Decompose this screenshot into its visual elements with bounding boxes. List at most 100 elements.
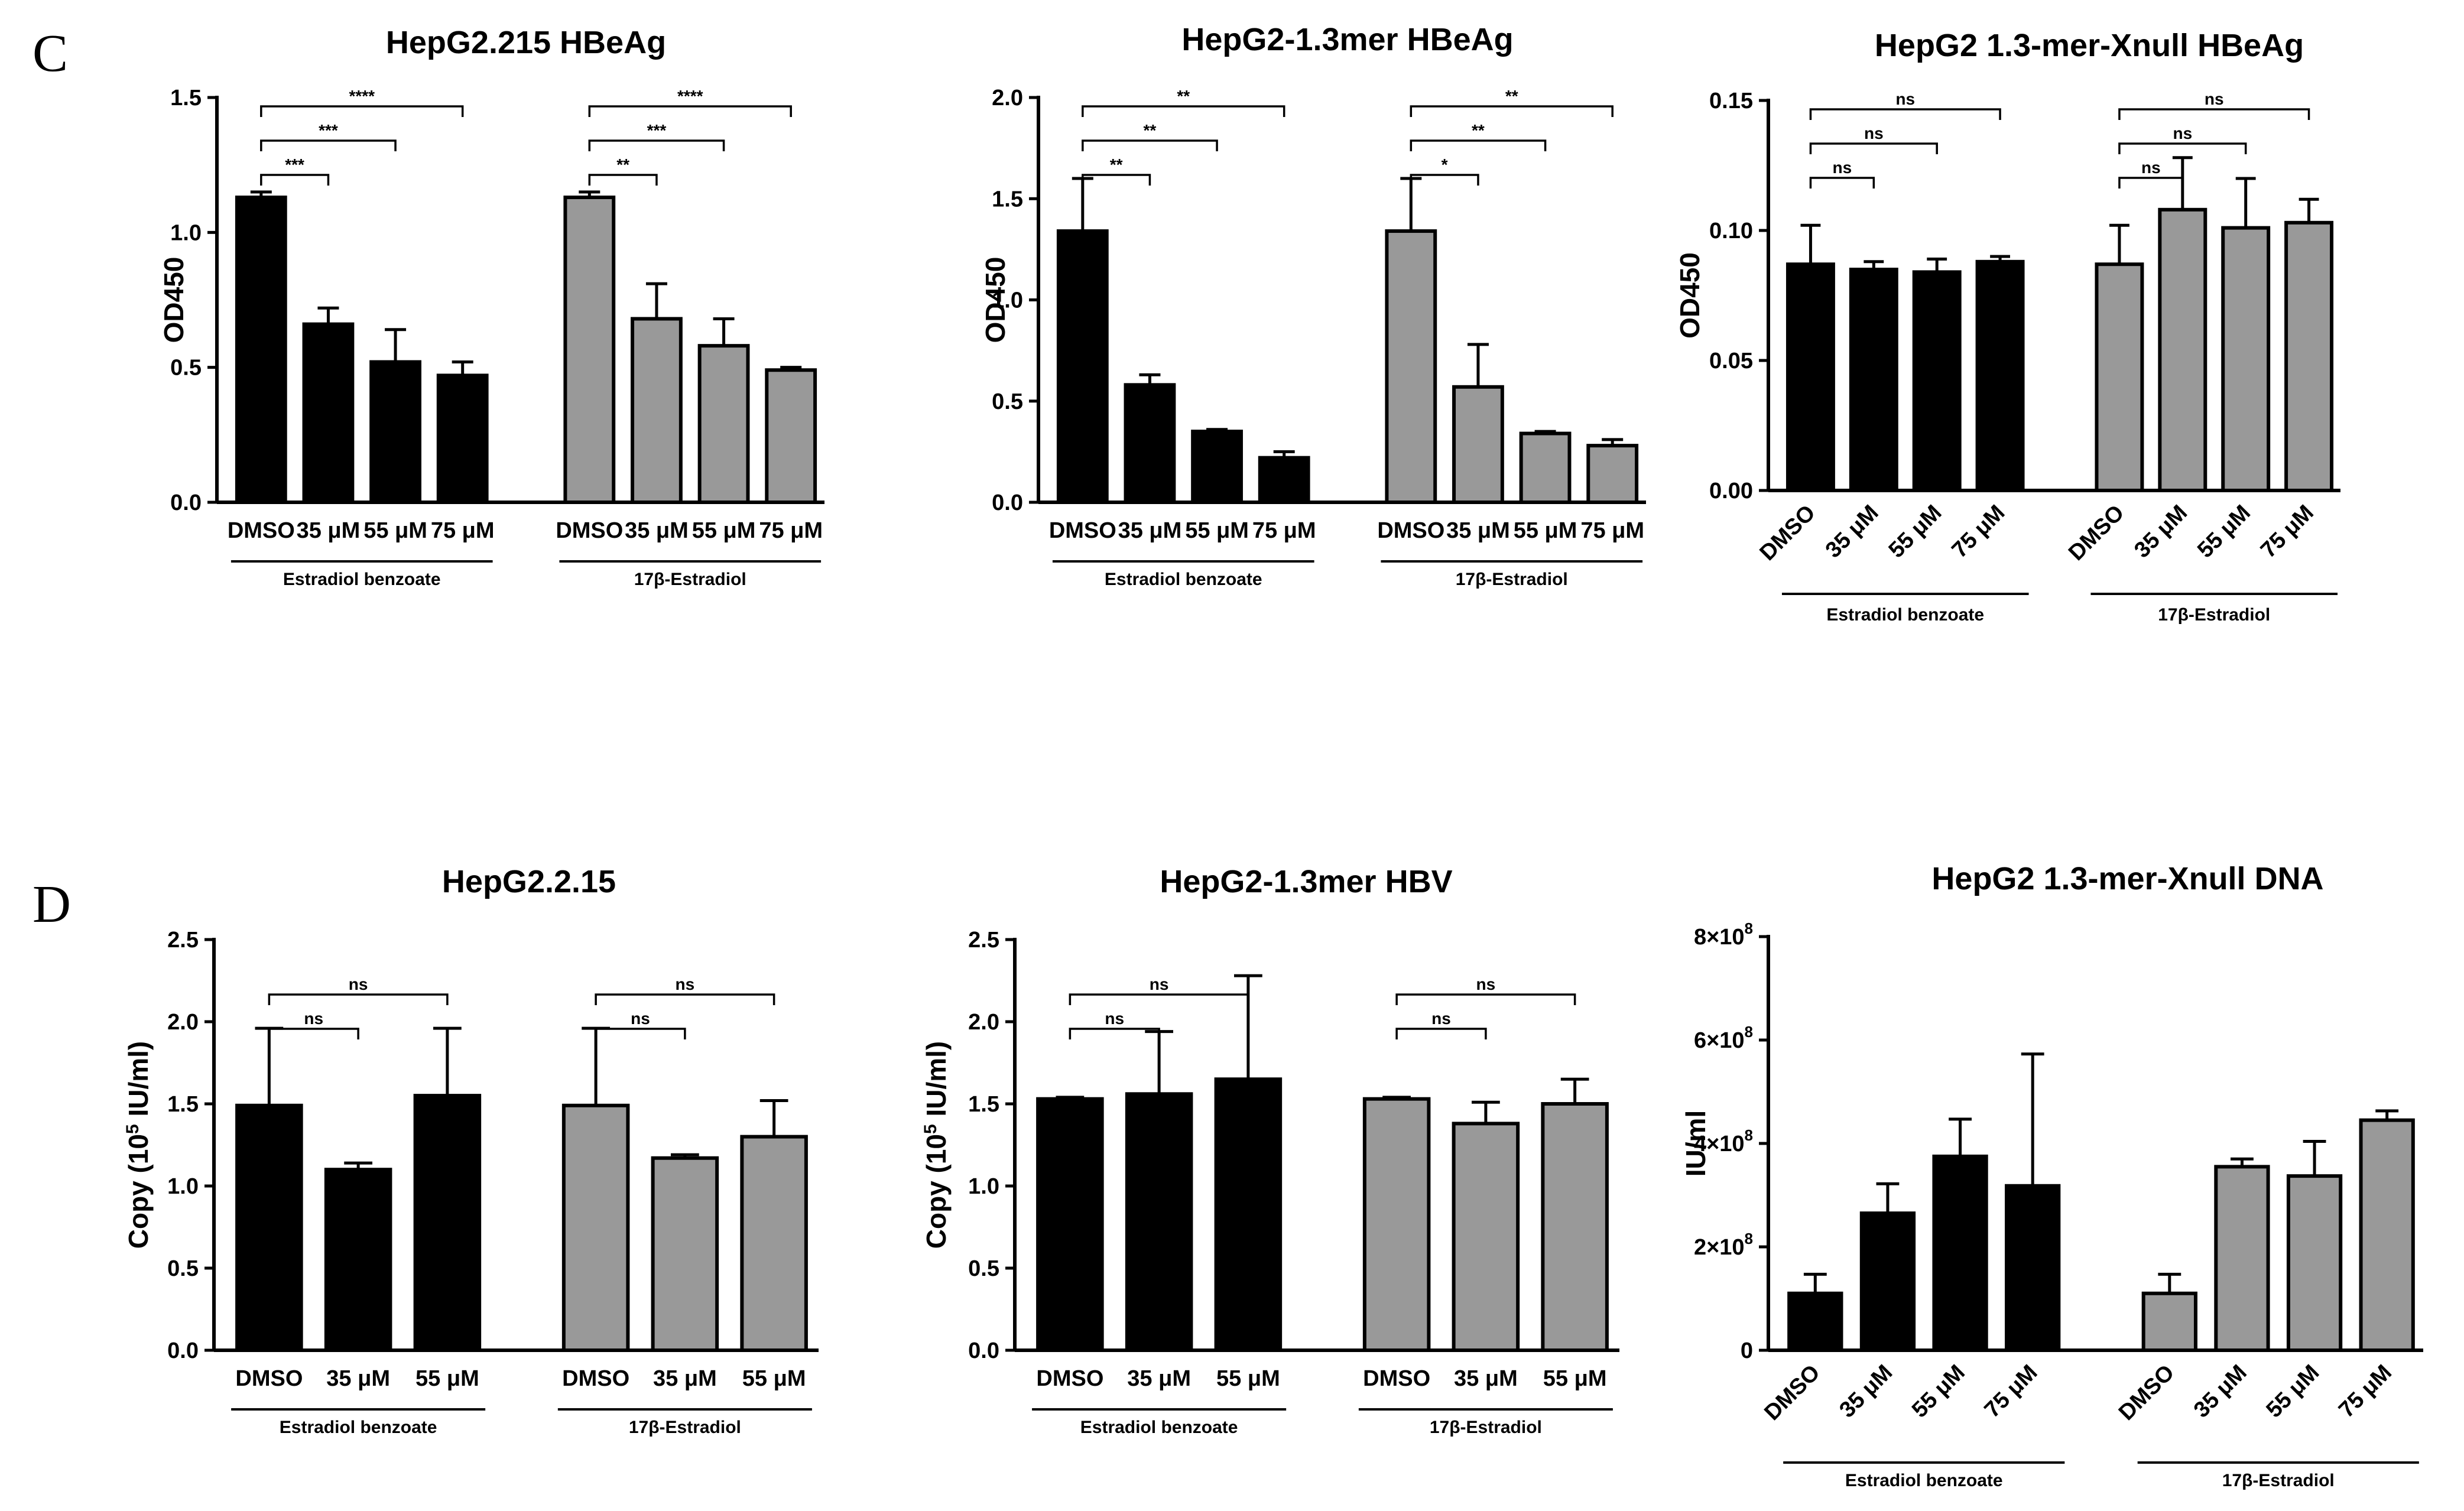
bar [1125,1092,1193,1352]
bar [697,344,750,505]
category-label: 75 μM [1947,501,2010,563]
chart-5: HepG2-1.3mer HBV Copy (105 IU/ml) 0.0 0.5 1.… [921,864,1619,1437]
significance-bracket [260,139,397,151]
bar [765,368,817,504]
significance-bracket [1410,139,1547,151]
bar [413,1094,482,1352]
category-label: 75 μM [431,518,495,543]
significance-label: ns [1150,975,1169,993]
category-label: 75 μM [1980,1360,2043,1423]
bar [1258,456,1310,505]
y-tick-label: 0.10 [1709,219,1753,243]
y-axis-label: OD450 [1674,252,1705,339]
y-tick-label: 2.0 [968,1010,999,1035]
significance-bracket [1809,177,1875,189]
category-label: DMSO [1759,1360,1825,1425]
significance-label: ns [1864,124,1884,142]
category-label: 55 μM [1907,1360,1970,1423]
significance-label: ns [2205,90,2224,108]
significance-bracket [1082,105,1285,117]
category-label: 55 μM [1514,518,1577,543]
category-label: 35 μM [653,1366,717,1391]
group-label: 17β-Estradiol [1430,1418,1542,1437]
y-tick-label: 2.5 [968,928,999,953]
significance-bracket [595,993,775,1005]
y-tick-label-sup: 8 [1745,1126,1753,1144]
category-label: 35 μM [1821,501,1884,563]
y-tick-label: 1.5 [170,86,202,111]
category-label: 75 μM [1580,518,1644,543]
bar [2284,220,2334,492]
y-tick-label: 0.0 [968,1338,999,1363]
significance-label: ns [631,1009,650,1028]
group-label: Estradiol benzoate [1845,1471,2003,1490]
significance-label: **** [677,87,703,105]
y-tick-label: 0.05 [1709,349,1753,373]
bar [1214,1077,1283,1353]
significance-bracket [1082,139,1218,151]
bar [740,1135,808,1352]
significance-label: **** [349,87,375,105]
bar [2141,1291,2197,1352]
category-label: 35 μM [1454,1366,1518,1391]
category-label: DMSO [1036,1366,1103,1391]
significance-bracket [588,139,725,151]
category-label: DMSO [2064,501,2129,566]
significance-bracket [1395,1028,1487,1039]
significance-label: ns [676,975,695,993]
bar [2005,1184,2061,1352]
bar [1452,385,1504,505]
y-axis-label: OD450 [158,257,189,343]
group-label: Estradiol benzoate [280,1418,437,1437]
bar [1912,270,1962,492]
category-label: 35 μM [1118,518,1182,543]
significance-label: ns [2173,124,2192,142]
y-axis-label-suffix: IU/ml) [921,1041,952,1125]
category-label: 75 μM [2256,501,2319,563]
category-label: 55 μM [2262,1360,2325,1423]
y-tick-label: 2×108 [1694,1230,1753,1260]
bar [1191,430,1243,504]
significance-bracket [1809,108,2001,120]
category-label: 35 μM [625,518,689,543]
category-label: DMSO [1363,1366,1430,1391]
category-label: 55 μM [363,518,427,543]
y-axis-label: IU/ml [1680,1110,1711,1177]
bar [1124,383,1176,504]
significance-bracket [268,993,449,1005]
significance-label: ** [1505,87,1518,105]
category-label: 35 μM [1127,1366,1191,1391]
significance-bracket [1809,142,1938,154]
y-tick-label: 1.0 [968,1174,999,1199]
significance-label: ns [2141,158,2161,177]
bar [2158,207,2207,492]
chart-6: HepG2 1.3-mer-Xnull DNA IU/ml 0 2×108 4×108 6… [1680,861,2423,1490]
y-tick-label: 6×108 [1694,1023,1753,1053]
significance-bracket [268,1028,359,1039]
significance-bracket [260,105,464,117]
significance-label: ns [349,975,368,993]
category-label: DMSO [1377,518,1444,543]
bar [2359,1118,2415,1352]
group-label: 17β-Estradiol [629,1418,741,1437]
y-tick-label: 0 [1741,1338,1753,1363]
significance-bracket [1410,105,1614,117]
significance-bracket [1082,174,1151,186]
bar [1519,431,1572,504]
y-tick-label: 4×108 [1694,1126,1753,1156]
y-tick-label-sup: 8 [1745,1023,1753,1041]
bar [369,360,421,504]
category-label: 55 μM [1185,518,1249,543]
group-label: Estradiol benzoate [283,570,441,589]
y-axis-label: Copy (105 IU/ml) [921,1041,952,1249]
significance-label: ** [1472,121,1485,139]
y-tick-label: 8×108 [1694,919,1753,950]
bar [651,1156,719,1352]
significance-bracket [595,1028,686,1039]
significance-label: *** [319,121,338,139]
bar [302,322,355,504]
significance-bracket [2118,108,2310,120]
category-label: 35 μM [2129,501,2192,563]
group-label: Estradiol benzoate [1080,1418,1238,1437]
